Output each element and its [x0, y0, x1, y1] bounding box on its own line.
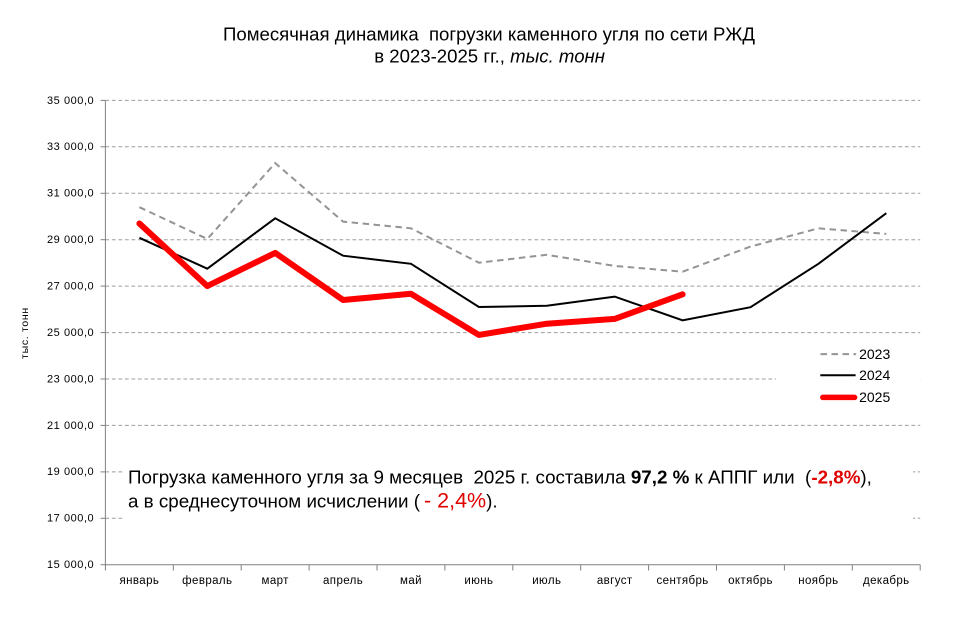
- svg-text:Помесячная динамика погрузки: Помесячная динамика погрузки каменного у…: [223, 24, 755, 45]
- svg-text:15 000,0: 15 000,0: [47, 559, 94, 571]
- svg-text:Погрузка каменного угля за 9 м: Погрузка каменного угля за 9 месяцев 202…: [128, 467, 872, 488]
- svg-text:тыс. тонн: тыс. тонн: [19, 307, 31, 359]
- svg-text:2023: 2023: [859, 346, 890, 362]
- svg-text:декабрь: декабрь: [863, 575, 910, 587]
- svg-text:27 000,0: 27 000,0: [47, 281, 94, 293]
- svg-text:март: март: [262, 575, 290, 587]
- svg-text:апрель: апрель: [323, 575, 363, 587]
- svg-text:а в среднесуточном исчислении: а в среднесуточном исчислении (- 2,4%).: [128, 488, 498, 512]
- svg-text:29 000,0: 29 000,0: [47, 234, 94, 246]
- svg-text:2025: 2025: [859, 389, 890, 405]
- svg-text:январь: январь: [120, 575, 160, 587]
- svg-text:2024: 2024: [859, 367, 890, 383]
- svg-text:33 000,0: 33 000,0: [47, 141, 94, 153]
- svg-text:21 000,0: 21 000,0: [47, 420, 94, 432]
- svg-text:сентябрь: сентябрь: [657, 575, 709, 587]
- svg-text:31 000,0: 31 000,0: [47, 188, 94, 200]
- svg-text:июнь: июнь: [464, 575, 493, 587]
- svg-text:ноябрь: ноябрь: [798, 575, 838, 587]
- svg-text:23 000,0: 23 000,0: [47, 373, 94, 385]
- svg-text:май: май: [400, 575, 422, 587]
- svg-text:19 000,0: 19 000,0: [47, 466, 94, 478]
- svg-text:октябрь: октябрь: [728, 575, 773, 587]
- svg-text:17 000,0: 17 000,0: [47, 513, 94, 525]
- svg-text:февраль: февраль: [182, 575, 232, 587]
- svg-text:июль: июль: [532, 575, 561, 587]
- svg-text:август: август: [597, 575, 633, 587]
- svg-text:35 000,0: 35 000,0: [47, 95, 94, 107]
- svg-text:25 000,0: 25 000,0: [47, 327, 94, 339]
- svg-text:в 2023-2025 гг., тыс. тонн: в 2023-2025 гг., тыс. тонн: [374, 46, 605, 67]
